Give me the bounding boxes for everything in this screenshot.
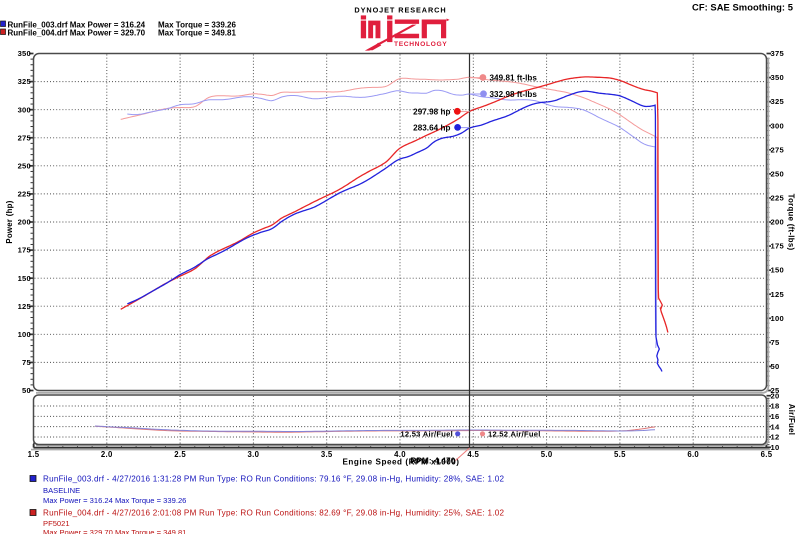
- svg-text:3.0: 3.0: [248, 450, 260, 459]
- svg-text:275: 275: [771, 145, 785, 154]
- svg-text:150: 150: [771, 266, 784, 275]
- svg-text:12.53 Air/Fuel: 12.53 Air/Fuel: [400, 430, 453, 439]
- svg-text:RunFile_003.drf Max Power = 31: RunFile_003.drf Max Power = 316.24: [8, 20, 146, 29]
- svg-text:350: 350: [771, 73, 784, 82]
- svg-text:250: 250: [18, 161, 31, 170]
- svg-text:RunFile_004.drf - 4/27/2016 2:: RunFile_004.drf - 4/27/2016 2:01:08 PM R…: [43, 508, 505, 517]
- svg-text:RPM: 4.470: RPM: 4.470: [410, 456, 455, 465]
- svg-text:2.5: 2.5: [174, 450, 186, 459]
- svg-text:125: 125: [771, 290, 785, 299]
- svg-text:6.0: 6.0: [687, 450, 699, 459]
- svg-text:Max Torque = 349.81: Max Torque = 349.81: [158, 28, 236, 37]
- svg-text:250: 250: [771, 170, 784, 179]
- svg-text:75: 75: [22, 358, 31, 367]
- svg-text:200: 200: [18, 218, 31, 227]
- svg-text:Air/Fuel: Air/Fuel: [787, 404, 796, 435]
- svg-text:TECHNOLOGY: TECHNOLOGY: [394, 41, 447, 48]
- svg-text:125: 125: [18, 302, 32, 311]
- svg-text:300: 300: [18, 105, 31, 114]
- svg-text:RunFile_004.drf Max Power = 32: RunFile_004.drf Max Power = 329.70: [8, 28, 146, 37]
- svg-text:75: 75: [771, 338, 780, 347]
- svg-text:350: 350: [18, 49, 31, 58]
- svg-text:325: 325: [18, 77, 32, 86]
- svg-text:4.5: 4.5: [467, 450, 479, 459]
- svg-text:Max Power = 316.24 Max Torque: Max Power = 316.24 Max Torque = 339.26: [43, 496, 186, 505]
- svg-text:Max Power = 329.70 Max Torque: Max Power = 329.70 Max Torque = 349.81: [43, 528, 186, 534]
- svg-text:332.98 ft-lbs: 332.98 ft-lbs: [490, 90, 538, 99]
- svg-text:6.5: 6.5: [761, 450, 773, 459]
- svg-text:175: 175: [771, 242, 785, 251]
- svg-text:Max Torque = 339.26: Max Torque = 339.26: [158, 20, 236, 29]
- svg-text:5.5: 5.5: [614, 450, 626, 459]
- svg-text:12.52 Air/Fuel: 12.52 Air/Fuel: [488, 430, 541, 439]
- svg-text:18: 18: [771, 402, 780, 411]
- svg-text:CF: SAE Smoothing: 5: CF: SAE Smoothing: 5: [692, 2, 793, 13]
- svg-text:225: 225: [18, 190, 32, 199]
- svg-text:283.64 hp: 283.64 hp: [413, 123, 450, 132]
- svg-text:PF5021: PF5021: [43, 519, 70, 528]
- svg-text:150: 150: [18, 274, 31, 283]
- svg-text:100: 100: [18, 330, 31, 339]
- svg-text:20: 20: [771, 391, 780, 400]
- svg-text:RunFile_003.drf - 4/27/2016 1:: RunFile_003.drf - 4/27/2016 1:31:28 PM R…: [43, 474, 505, 483]
- svg-text:50: 50: [22, 386, 31, 395]
- svg-text:349.81 ft-lbs: 349.81 ft-lbs: [490, 73, 538, 82]
- svg-text:50: 50: [771, 362, 780, 371]
- svg-text:225: 225: [771, 194, 785, 203]
- svg-text:14: 14: [771, 422, 780, 431]
- svg-text:5.0: 5.0: [541, 450, 553, 459]
- svg-text:275: 275: [18, 133, 32, 142]
- svg-text:25: 25: [771, 386, 780, 395]
- svg-text:2.0: 2.0: [101, 450, 113, 459]
- svg-text:300: 300: [771, 121, 784, 130]
- svg-text:297.98 hp: 297.98 hp: [413, 107, 450, 116]
- svg-text:100: 100: [771, 314, 784, 323]
- svg-text:Power (hp): Power (hp): [5, 200, 14, 243]
- svg-text:175: 175: [18, 246, 32, 255]
- svg-text:1.5: 1.5: [28, 450, 40, 459]
- svg-text:10: 10: [771, 443, 780, 452]
- svg-text:325: 325: [771, 97, 785, 106]
- svg-text:DYNOJET RESEARCH: DYNOJET RESEARCH: [354, 5, 446, 14]
- svg-text:3.5: 3.5: [321, 450, 333, 459]
- svg-text:Engine Speed (RPM x1000): Engine Speed (RPM x1000): [342, 458, 459, 467]
- svg-text:12: 12: [771, 433, 780, 442]
- svg-text:BASELINE: BASELINE: [43, 486, 80, 495]
- svg-text:200: 200: [771, 218, 784, 227]
- svg-text:375: 375: [771, 49, 785, 58]
- svg-text:16: 16: [771, 412, 780, 421]
- svg-text:Torque (ft-lbs): Torque (ft-lbs): [787, 194, 796, 251]
- svg-text:4.0: 4.0: [394, 450, 406, 459]
